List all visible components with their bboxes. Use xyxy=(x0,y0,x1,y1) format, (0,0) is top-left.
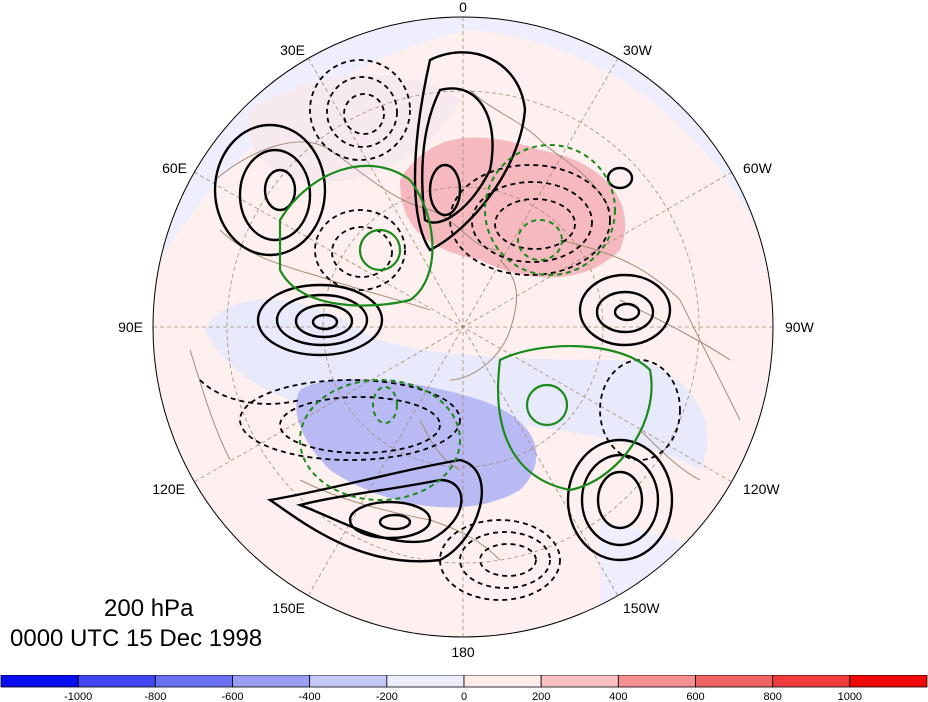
lon-label-0: 0 xyxy=(459,0,467,15)
lon-label-60e: 60E xyxy=(162,160,187,176)
colorbar-tick-label: 1000 xyxy=(838,691,862,702)
lon-label-180: 180 xyxy=(451,644,475,660)
colorbar-box xyxy=(463,675,542,688)
polar-map: 0 180 90E 90W 30E 60E 30W 60W 120E 150E … xyxy=(118,0,815,660)
colorbar-box xyxy=(77,675,156,688)
colorbar-tick-label: -400 xyxy=(299,691,321,702)
colorbar-box xyxy=(540,675,619,688)
colorbar-box xyxy=(154,675,233,688)
colorbar-boxes xyxy=(0,675,928,688)
coastlines xyxy=(189,89,741,561)
colorbar-tick-label: 0 xyxy=(461,691,467,702)
map-boundary xyxy=(152,16,774,638)
colorbar-tick-label: -200 xyxy=(376,691,398,702)
colorbar-tick-label: 600 xyxy=(686,691,704,702)
lon-label-90w: 90W xyxy=(785,319,815,335)
lon-label-150e: 150E xyxy=(272,600,305,616)
valid-time-label: 0000 UTC 15 Dec 1998 xyxy=(10,625,263,652)
colorbar-tick-label: -600 xyxy=(221,691,243,702)
colorbar-box xyxy=(386,675,465,688)
colorbar-tick-label: -800 xyxy=(144,691,166,702)
colorbar-box xyxy=(617,675,696,688)
colorbar-box xyxy=(232,675,311,688)
lon-label-90e: 90E xyxy=(118,319,143,335)
lon-label-30e: 30E xyxy=(280,42,305,58)
colorbar-tick-label: 800 xyxy=(763,691,781,702)
pressure-level-label: 200 hPa xyxy=(104,595,194,622)
green-contours xyxy=(278,164,653,492)
green-dashed-contours xyxy=(299,144,616,501)
lon-label-30w: 30W xyxy=(623,42,653,58)
colorbar-box xyxy=(0,675,79,688)
colorbar-tick-label: -1000 xyxy=(64,691,92,702)
colorbar-box xyxy=(772,675,851,688)
positive-contours xyxy=(213,51,674,563)
lon-label-60w: 60W xyxy=(743,160,773,176)
colorbar-tick-label: 200 xyxy=(532,691,550,702)
colorbar-box xyxy=(849,675,928,688)
colorbar: -1000 -800 -600 -400 -200 0 200 400 600 800 1000 xyxy=(0,675,928,702)
lon-label-120e: 120E xyxy=(152,481,185,497)
colorbar-box xyxy=(695,675,774,688)
lon-label-150w: 150W xyxy=(623,600,660,616)
colorbar-tick-label: 400 xyxy=(609,691,627,702)
lon-label-120w: 120W xyxy=(743,481,780,497)
colorbar-box xyxy=(309,675,388,688)
colorbar-tick-labels: -1000 -800 -600 -400 -200 0 200 400 600 800 1000 xyxy=(64,691,862,702)
graticule xyxy=(153,17,773,637)
